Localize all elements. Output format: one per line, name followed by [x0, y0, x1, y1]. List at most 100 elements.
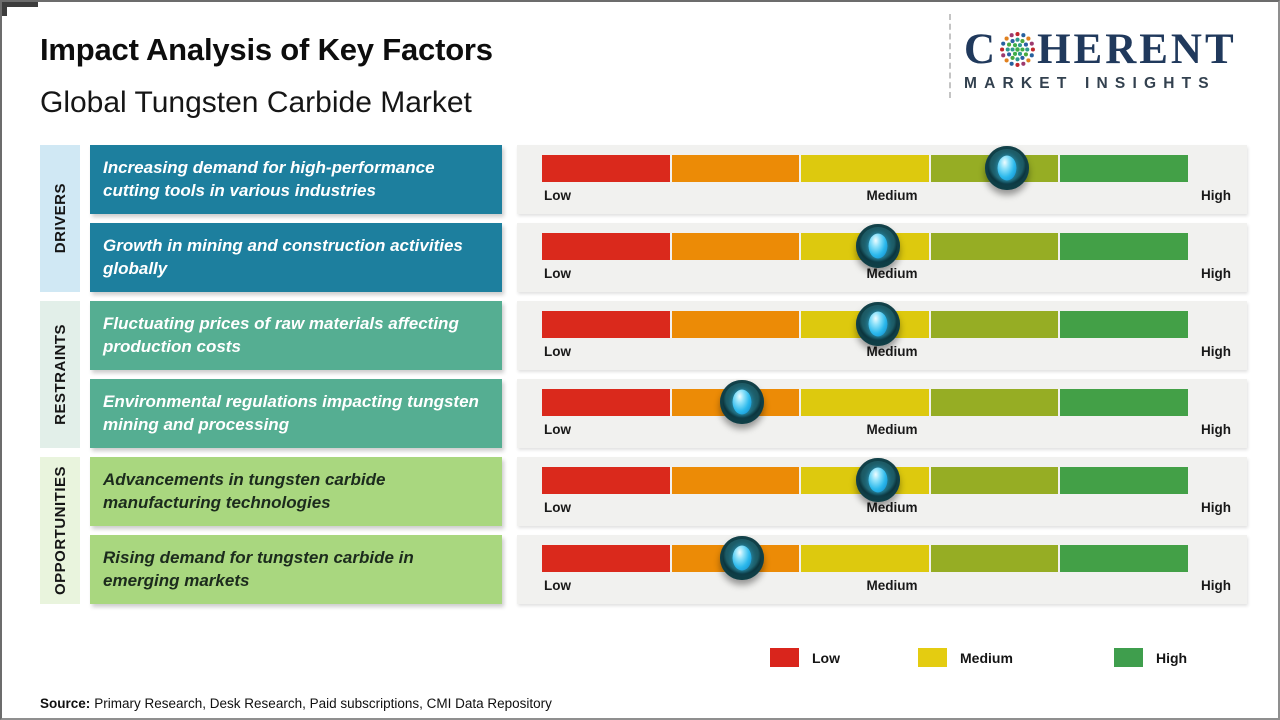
impact-scale-panel: Low Medium High	[517, 223, 1247, 292]
scale-label-medium: Medium	[866, 578, 918, 593]
scale-segment	[801, 545, 929, 572]
scale-segment	[671, 233, 800, 260]
scale-label-low: Low	[544, 578, 571, 593]
legend-label-medium: Medium	[960, 649, 1013, 666]
page-corner-mark	[2, 2, 38, 7]
impact-marker	[720, 380, 765, 424]
scale-segment	[801, 155, 929, 182]
factor-box: Fluctuating prices of raw materials affe…	[90, 301, 502, 370]
source-text: Primary Research, Desk Research, Paid su…	[94, 696, 552, 711]
group-label-drivers: DRIVERS	[51, 183, 69, 254]
logo-divider	[949, 14, 951, 98]
factor-text: Growth in mining and construction activi…	[103, 236, 463, 278]
scale-label-medium: Medium	[866, 422, 918, 437]
impact-marker	[855, 224, 900, 268]
impact-scale-track	[542, 302, 1188, 346]
impact-scale-panel: Low Medium High	[517, 457, 1247, 526]
impact-marker-core	[868, 467, 888, 493]
brand-logo: C HERENT	[964, 28, 1264, 93]
impact-scale-track	[542, 380, 1188, 424]
scale-label-high: High	[1201, 500, 1231, 515]
legend-swatch-high	[1114, 648, 1143, 667]
scale-segment	[542, 467, 670, 494]
scale-label-low: Low	[544, 344, 571, 359]
scale-segment	[542, 155, 670, 182]
legend-swatch-medium	[918, 648, 947, 667]
page-subtitle: Global Tungsten Carbide Market	[40, 86, 472, 119]
scale-label-medium: Medium	[866, 188, 918, 203]
scale-segment	[542, 545, 670, 572]
factor-text: Rising demand for tungsten carbide in em…	[103, 548, 414, 590]
scale-segment	[801, 389, 929, 416]
impact-scale-panel: Low Medium High	[517, 145, 1247, 214]
scale-segment	[542, 233, 670, 260]
scale-label-low: Low	[544, 500, 571, 515]
source-label: Source:	[40, 696, 91, 711]
impact-scale-track	[542, 146, 1188, 190]
scale-segment	[1060, 311, 1188, 338]
scale-segment	[1060, 467, 1188, 494]
impact-marker-core	[868, 233, 888, 259]
impact-marker-core	[868, 311, 888, 337]
factor-text: Environmental regulations impacting tung…	[103, 392, 479, 434]
factor-box: Rising demand for tungsten carbide in em…	[90, 535, 502, 604]
impact-marker-core	[732, 389, 752, 415]
scale-segment	[1060, 155, 1188, 182]
scale-segment	[671, 311, 800, 338]
factor-box: Growth in mining and construction activi…	[90, 223, 502, 292]
scale-label-low: Low	[544, 188, 571, 203]
scale-label-high: High	[1201, 266, 1231, 281]
impact-scale-track	[542, 458, 1188, 502]
scale-segment	[1060, 389, 1188, 416]
page-title: Impact Analysis of Key Factors	[40, 32, 493, 67]
brand-wordmark: C HERENT	[964, 28, 1264, 71]
group-label-opportunities: OPPORTUNITIES	[51, 465, 69, 595]
scale-label-high: High	[1201, 422, 1231, 437]
legend-label-low: Low	[812, 649, 840, 666]
impact-scale-track	[542, 536, 1188, 580]
page-corner-mark	[2, 2, 7, 16]
scale-label-low: Low	[544, 422, 571, 437]
legend-swatch-low	[770, 648, 799, 667]
brand-letter-c: C	[964, 26, 999, 73]
scale-segment	[930, 233, 1059, 260]
scale-label-medium: Medium	[866, 266, 918, 281]
impact-marker	[985, 146, 1030, 190]
scale-segment	[542, 311, 670, 338]
legend-label-high: High	[1156, 649, 1188, 666]
scale-label-high: High	[1201, 344, 1231, 359]
factor-text: Fluctuating prices of raw materials affe…	[103, 314, 459, 356]
factor-box: Increasing demand for high-performance c…	[90, 145, 502, 214]
legend-item-high: High	[1114, 648, 1187, 667]
scale-label-high: High	[1201, 578, 1231, 593]
scale-label-low: Low	[544, 266, 571, 281]
factor-box: Advancements in tungsten carbide manufac…	[90, 457, 502, 526]
group-label-restraints: RESTRAINTS	[51, 324, 69, 425]
impact-scale-track	[542, 224, 1188, 268]
impact-marker	[720, 536, 765, 580]
globe-icon	[1000, 32, 1036, 67]
legend-item-low: Low	[770, 648, 840, 667]
scale-label-medium: Medium	[866, 344, 918, 359]
factor-box: Environmental regulations impacting tung…	[90, 379, 502, 448]
group-strip-drivers: DRIVERS	[40, 145, 80, 292]
scale-segment	[671, 155, 800, 182]
source-note: Source: Primary Research, Desk Research, …	[40, 696, 552, 711]
scale-segment	[1060, 545, 1188, 572]
scale-label-medium: Medium	[866, 500, 918, 515]
impact-marker-core	[997, 155, 1017, 181]
scale-segment	[1060, 233, 1188, 260]
scale-segment	[930, 467, 1059, 494]
impact-marker	[855, 302, 900, 346]
group-strip-restraints: RESTRAINTS	[40, 301, 80, 448]
group-strip-opportunities: OPPORTUNITIES	[40, 457, 80, 604]
legend-item-medium: Medium	[918, 648, 1013, 667]
scale-segment	[930, 545, 1059, 572]
brand-word-rest: HERENT	[1037, 26, 1237, 73]
factor-text: Advancements in tungsten carbide manufac…	[103, 470, 386, 512]
impact-marker	[855, 458, 900, 502]
brand-tagline: MARKET INSIGHTS	[964, 75, 1216, 92]
scale-segment	[930, 311, 1059, 338]
scale-label-high: High	[1201, 188, 1231, 203]
